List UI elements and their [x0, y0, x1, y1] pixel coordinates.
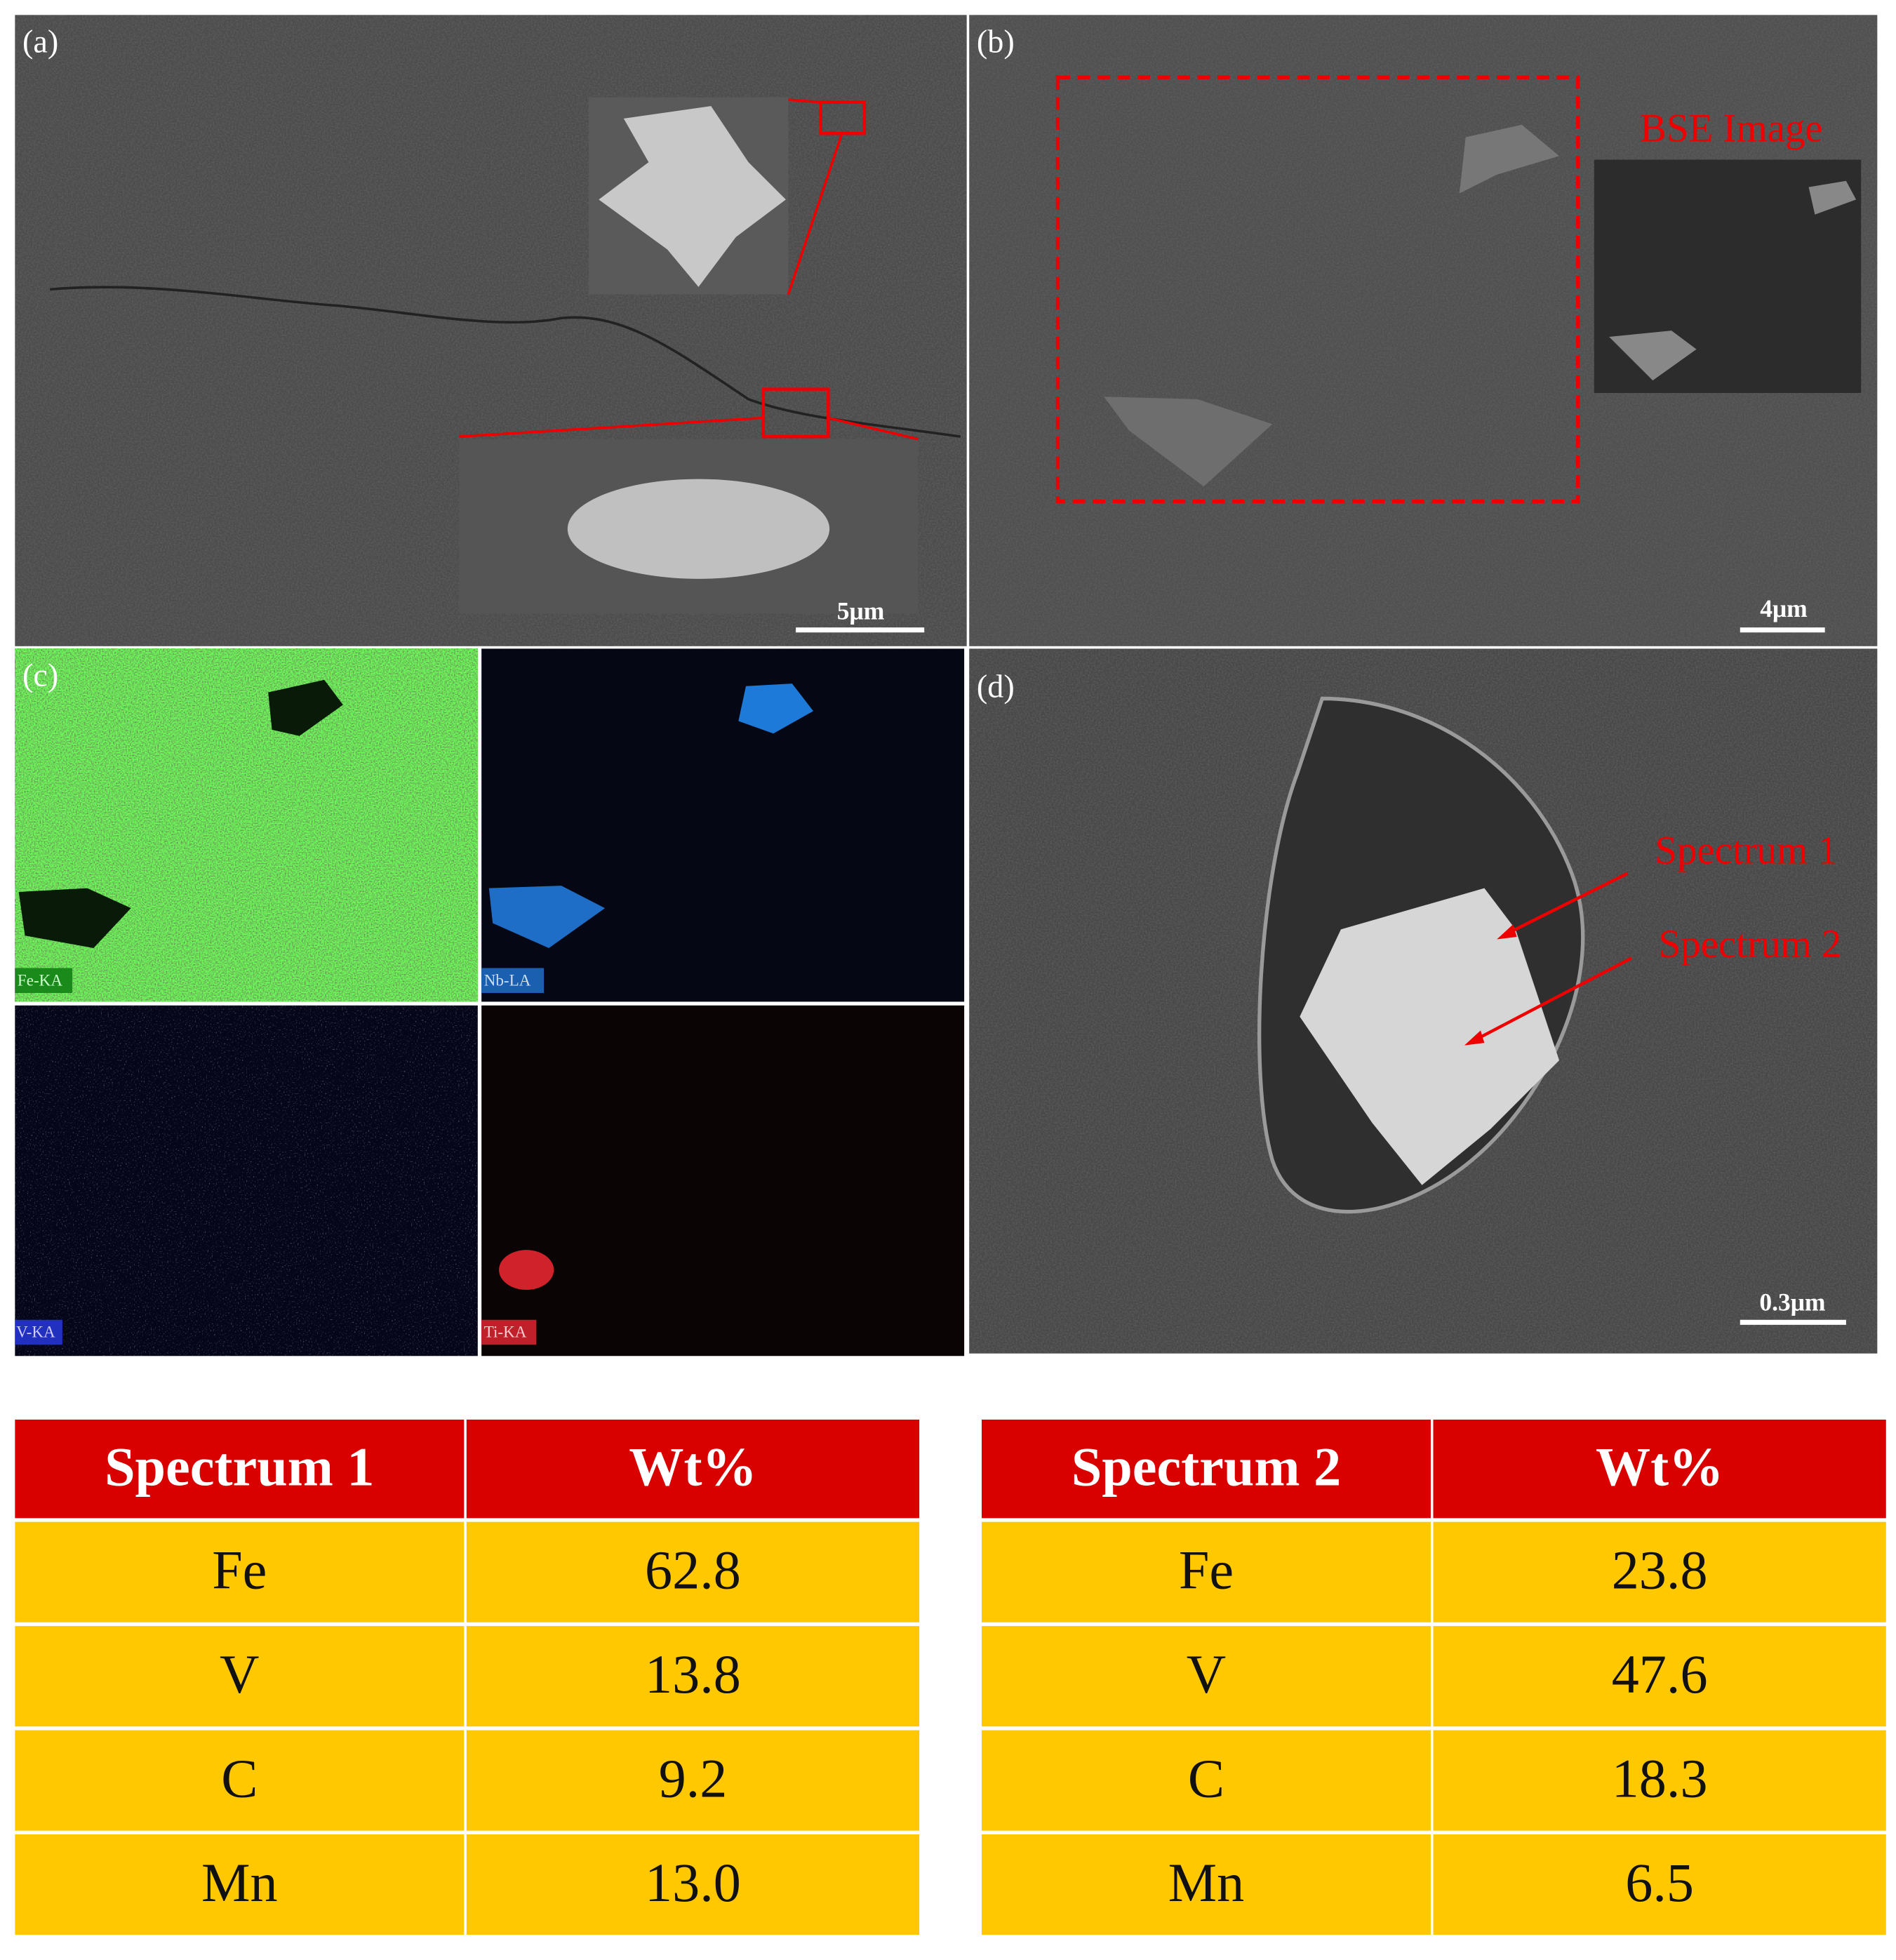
particle — [1459, 124, 1560, 194]
particle — [599, 106, 786, 287]
map-label: V-KA — [16, 1323, 55, 1341]
table-cell — [15, 1834, 465, 1935]
tables: Spectrum 1 Wt% Fe 62.8 V 13.8 C 9.2 Mn 13.0 Spectr… — [15, 1419, 1886, 1935]
table-cell — [981, 1521, 1431, 1622]
particle — [499, 1250, 554, 1291]
table-header: Wt% — [1596, 1436, 1723, 1497]
arrow-head — [1497, 924, 1517, 940]
map-label: Nb-LA — [484, 971, 531, 989]
table-header-cell — [15, 1419, 465, 1519]
particle — [567, 479, 830, 579]
particle — [1300, 888, 1560, 1185]
table-cell-text: Mn — [201, 1852, 278, 1913]
eds-map-ti — [481, 1005, 965, 1356]
panel-label: (a) — [22, 24, 58, 60]
zoom-line — [459, 416, 764, 438]
eds-map-nb — [481, 648, 965, 1002]
map-label: Ti-KA — [484, 1323, 527, 1341]
crack — [49, 286, 961, 438]
eds-map-fe — [15, 648, 478, 1002]
table-cell — [466, 1521, 920, 1622]
dashed-box — [1055, 75, 1580, 504]
table-cell-text: 13.0 — [645, 1852, 741, 1913]
particle — [488, 886, 606, 948]
zoom-line — [787, 133, 843, 295]
panel-a: (a) 5μm — [15, 15, 967, 646]
particle — [1808, 180, 1857, 215]
table-cell-text: 23.8 — [1612, 1540, 1708, 1601]
table-cell — [981, 1834, 1431, 1935]
panel-label: (b) — [977, 24, 1015, 60]
table-header-cell — [1433, 1419, 1886, 1519]
panel-label: (c) — [22, 658, 58, 693]
table-cell — [1433, 1834, 1886, 1935]
map-tag — [481, 968, 545, 993]
table-cell — [15, 1521, 465, 1622]
table-cell-text: Fe — [1179, 1540, 1234, 1601]
eds-texture — [15, 1005, 478, 1356]
particle — [738, 684, 814, 734]
table-cell — [15, 1626, 465, 1727]
panel-c: (c) Fe-KA Nb-LA V-KA Ti-KA — [15, 648, 965, 1356]
zoom-line — [788, 98, 821, 104]
annotation: Spectrum 1 — [1655, 829, 1838, 873]
particle — [1104, 396, 1273, 487]
table-cell — [981, 1730, 1431, 1831]
arrow-head — [1464, 1030, 1485, 1046]
table-cell-text: 6.5 — [1625, 1852, 1694, 1913]
table-cell — [466, 1834, 920, 1935]
table-cell-text: 18.3 — [1612, 1747, 1708, 1808]
table-cell-text: 9.2 — [659, 1747, 728, 1808]
table-cell — [1433, 1626, 1886, 1727]
map-tag — [15, 968, 73, 993]
table-cell — [15, 1730, 465, 1831]
panel-b: BSE Image (b) 4μm — [969, 15, 1878, 646]
table-header-cell — [981, 1419, 1431, 1519]
highlight-box — [761, 387, 830, 439]
annotation: Spectrum 2 — [1659, 922, 1842, 966]
table-cell-text: 62.8 — [645, 1540, 741, 1601]
table-header: Wt% — [629, 1436, 756, 1497]
table-cell-text: C — [221, 1747, 258, 1808]
map-tag — [15, 1319, 62, 1345]
table-cell-text: V — [220, 1644, 259, 1705]
scale-bar-label: 0.3μm — [1759, 1288, 1825, 1316]
table-cell — [1433, 1521, 1886, 1622]
table-cell-text: V — [1187, 1644, 1226, 1705]
particle — [18, 888, 131, 948]
zoom-line — [827, 416, 919, 441]
particle — [1609, 331, 1697, 381]
table-header: Spectrum 1 — [105, 1436, 374, 1497]
table-header: Spectrum 2 — [1071, 1436, 1341, 1497]
table-cell-text: 47.6 — [1612, 1644, 1708, 1705]
table-cell — [981, 1626, 1431, 1727]
annotation: BSE Image — [1640, 106, 1823, 150]
table-header-cell — [466, 1419, 920, 1519]
panel-label: (d) — [977, 669, 1015, 705]
highlight-box — [819, 100, 867, 135]
table-cell-text: 13.8 — [645, 1644, 741, 1705]
scale-bar-label: 5μm — [837, 597, 885, 625]
table-cell-text: Mn — [1168, 1852, 1245, 1913]
map-tag — [481, 1319, 537, 1345]
table-cell — [466, 1626, 920, 1727]
particle — [268, 679, 343, 736]
table-cell-text: Fe — [212, 1540, 267, 1601]
table-cell — [466, 1730, 920, 1831]
arrow — [1502, 872, 1629, 938]
arrow — [1471, 956, 1633, 1044]
table-cell-text: C — [1188, 1747, 1224, 1808]
table-cell — [1433, 1730, 1886, 1831]
map-label: Fe-KA — [18, 971, 62, 989]
panel-d: (d) Spectrum 1 Spectrum 2 0.3μm — [969, 648, 1878, 1354]
scale-bar-label: 4μm — [1760, 594, 1808, 622]
